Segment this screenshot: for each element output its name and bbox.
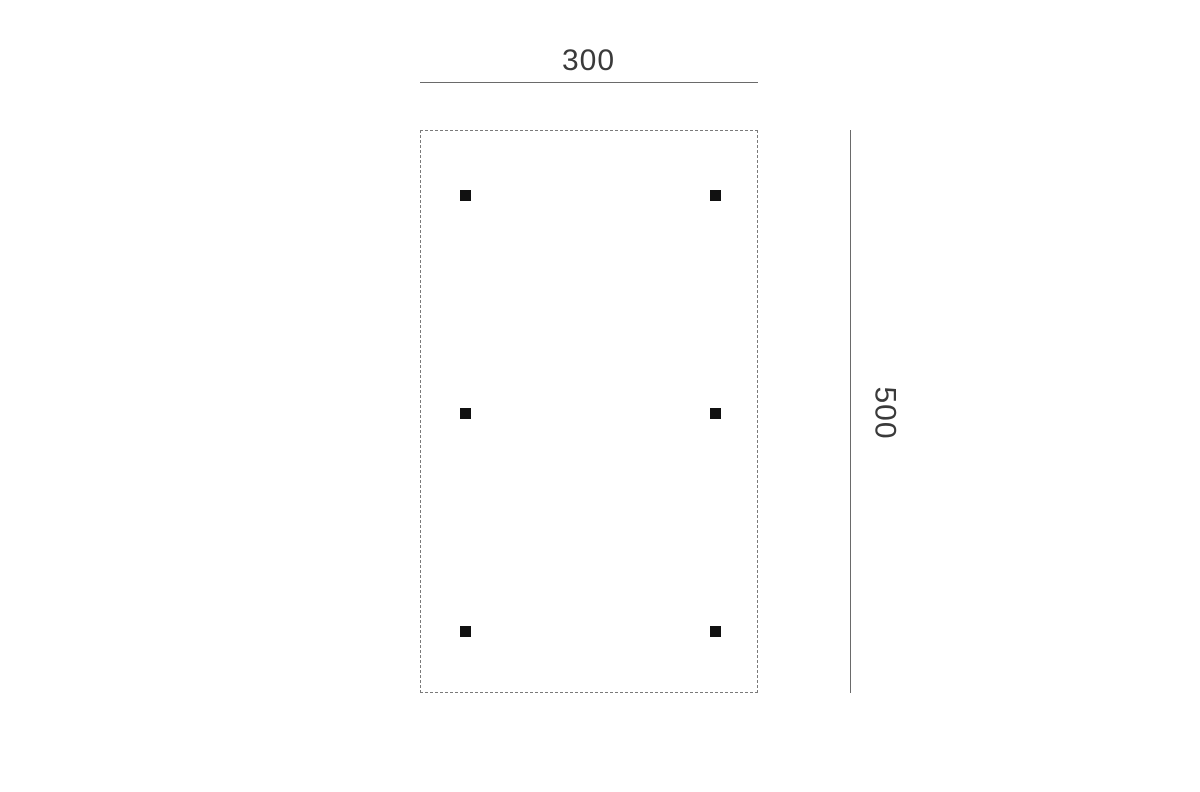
post-marker <box>710 626 721 637</box>
drawing-canvas: 300 500 <box>0 0 1200 792</box>
dimension-label-width: 300 <box>562 44 615 78</box>
post-marker <box>460 408 471 419</box>
post-marker <box>460 190 471 201</box>
post-marker <box>710 408 721 419</box>
post-marker <box>710 190 721 201</box>
dimension-line-width <box>420 82 758 83</box>
dimension-line-height <box>850 130 851 693</box>
dimension-label-height: 500 <box>868 386 902 439</box>
post-marker <box>460 626 471 637</box>
